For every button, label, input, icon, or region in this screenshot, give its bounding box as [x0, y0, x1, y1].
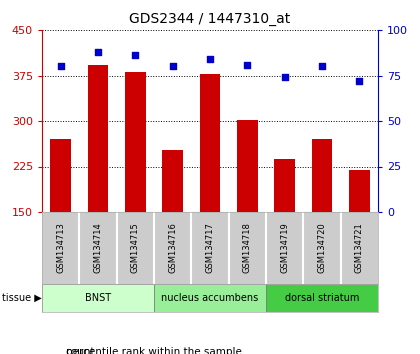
Point: [94, 49, 101, 55]
Text: nucleus accumbens: nucleus accumbens: [161, 293, 259, 303]
Bar: [312, 139, 332, 212]
Bar: [200, 74, 220, 212]
Point: [57, 64, 64, 69]
Title: GDS2344 / 1447310_at: GDS2344 / 1447310_at: [129, 12, 291, 26]
Text: GSM134715: GSM134715: [131, 223, 140, 273]
Text: GSM134720: GSM134720: [318, 223, 326, 273]
Point: [207, 56, 213, 62]
Text: percentile rank within the sample: percentile rank within the sample: [66, 347, 241, 354]
Bar: [266, 284, 378, 312]
Text: BNST: BNST: [85, 293, 111, 303]
Point: [356, 78, 363, 84]
Bar: [50, 139, 71, 212]
Text: GSM134721: GSM134721: [355, 223, 364, 273]
Text: GSM134718: GSM134718: [243, 223, 252, 273]
Text: GSM134716: GSM134716: [168, 223, 177, 273]
Bar: [163, 150, 183, 212]
Point: [319, 64, 326, 69]
Text: GSM134719: GSM134719: [280, 223, 289, 273]
Point: [244, 62, 251, 67]
Bar: [88, 64, 108, 212]
Bar: [237, 120, 257, 212]
Text: count: count: [66, 347, 95, 354]
Text: GSM134714: GSM134714: [94, 223, 102, 273]
Text: dorsal striatum: dorsal striatum: [285, 293, 359, 303]
Text: GSM134717: GSM134717: [205, 223, 215, 273]
Bar: [349, 170, 370, 212]
Bar: [274, 159, 295, 212]
Point: [169, 64, 176, 69]
Bar: [154, 284, 266, 312]
Point: [132, 53, 139, 58]
Bar: [125, 73, 146, 212]
Bar: [42, 284, 154, 312]
Point: [281, 74, 288, 80]
Text: tissue ▶: tissue ▶: [2, 293, 42, 303]
Text: GSM134713: GSM134713: [56, 223, 65, 273]
